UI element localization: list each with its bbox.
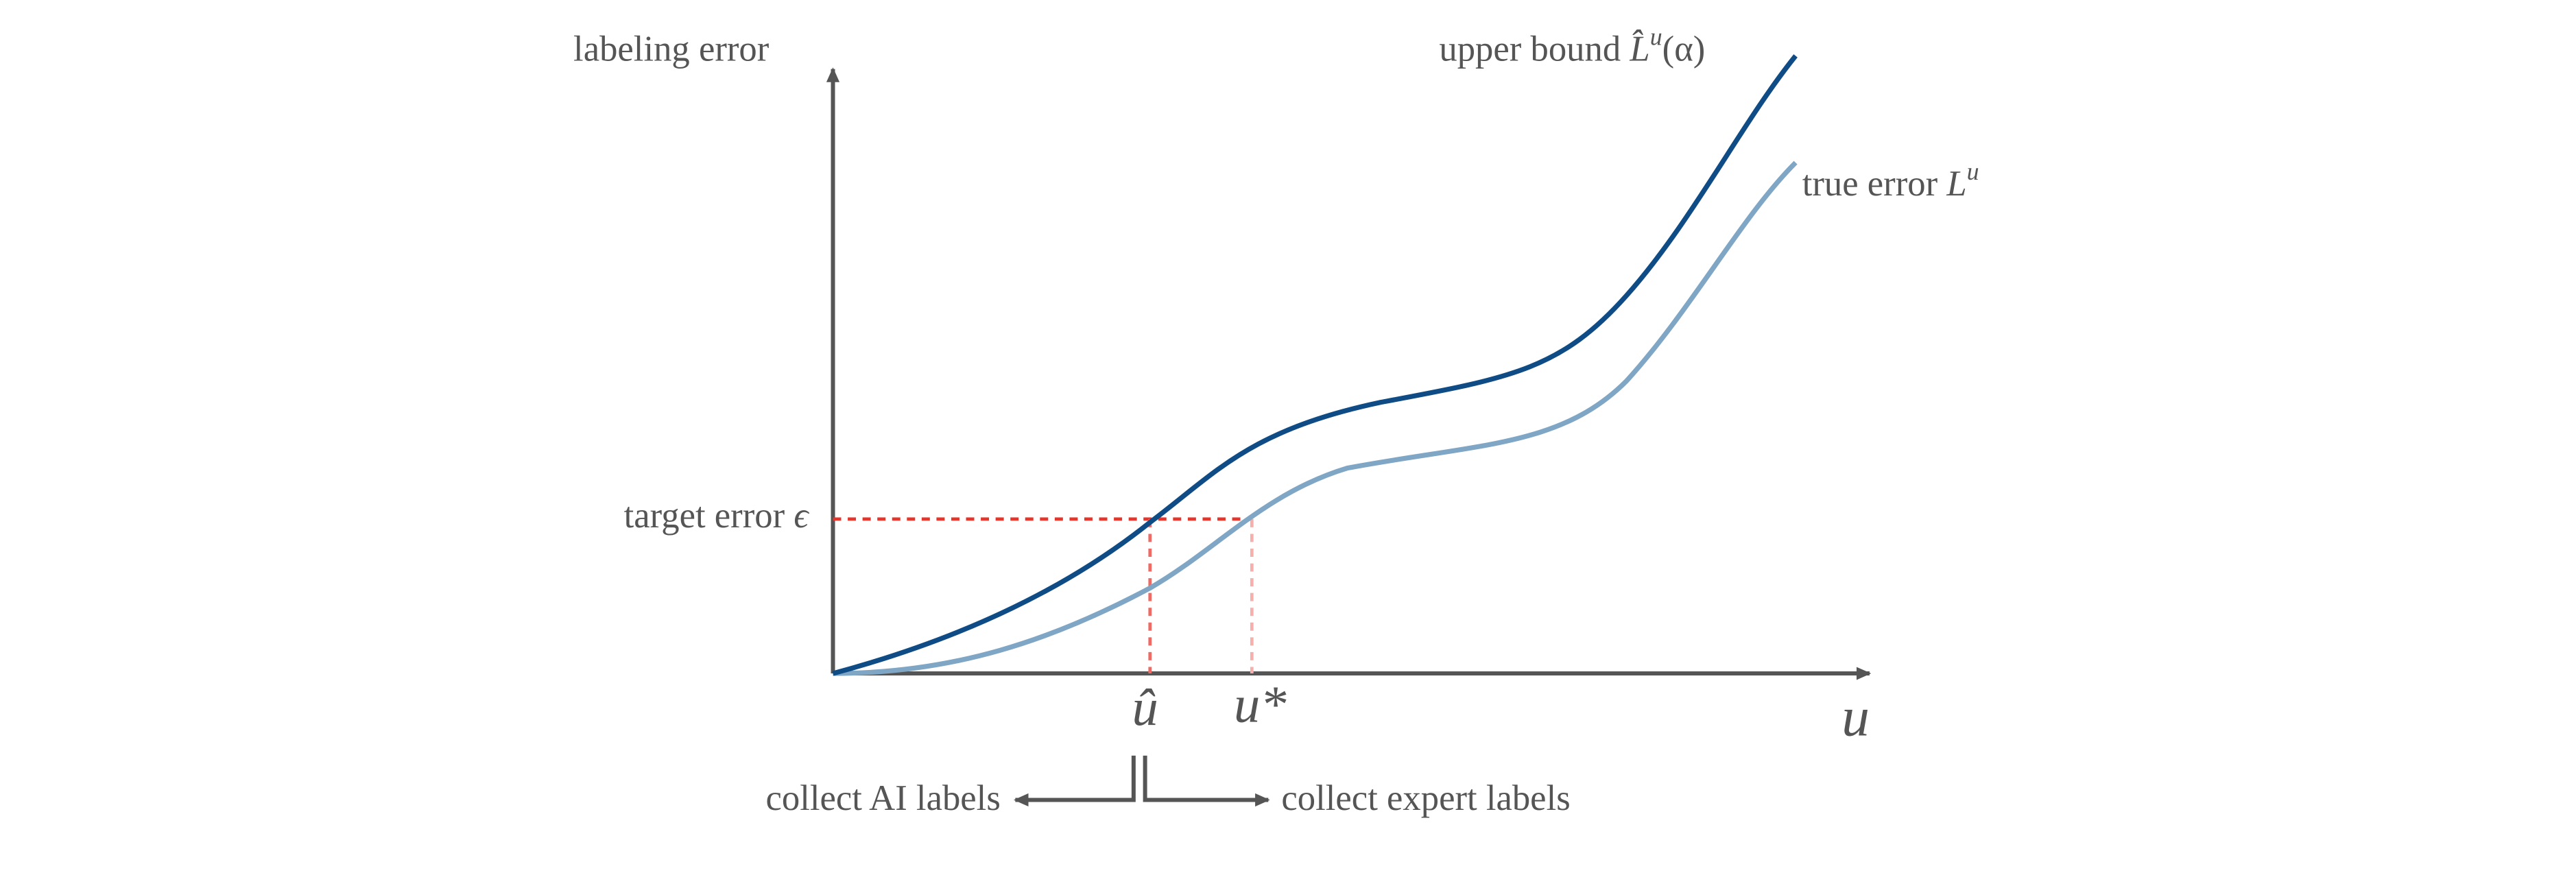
symbol: L̂ [1629, 29, 1649, 69]
upper-bound-label: upper bound L̂u(α) [1439, 23, 1705, 69]
x-axis-label: u [1841, 686, 1870, 748]
symbol: ϵ [794, 496, 809, 536]
u-hat-label: û [1132, 678, 1158, 737]
true-error-label: true error Lu [1802, 158, 1979, 204]
label-text: true error [1802, 164, 1938, 204]
left-arrow [1013, 755, 1136, 807]
y-axis-label: labeling error [573, 29, 770, 69]
label-text: upper bound [1439, 29, 1621, 69]
symbol: L [1946, 164, 1966, 204]
true-error-curve [833, 160, 1798, 676]
u-star-label: u* [1234, 675, 1287, 733]
superscript: u [1967, 158, 1979, 185]
argument: (α) [1662, 29, 1706, 69]
superscript: u [1650, 23, 1662, 51]
target-error-label: target error ϵ [624, 496, 810, 536]
right-arrow [1143, 755, 1270, 807]
left-action-label: collect AI labels [765, 778, 1000, 818]
right-action-label: collect expert labels [1281, 778, 1570, 818]
upper-bound-curve [832, 54, 1798, 676]
label-text: target error [624, 496, 785, 536]
